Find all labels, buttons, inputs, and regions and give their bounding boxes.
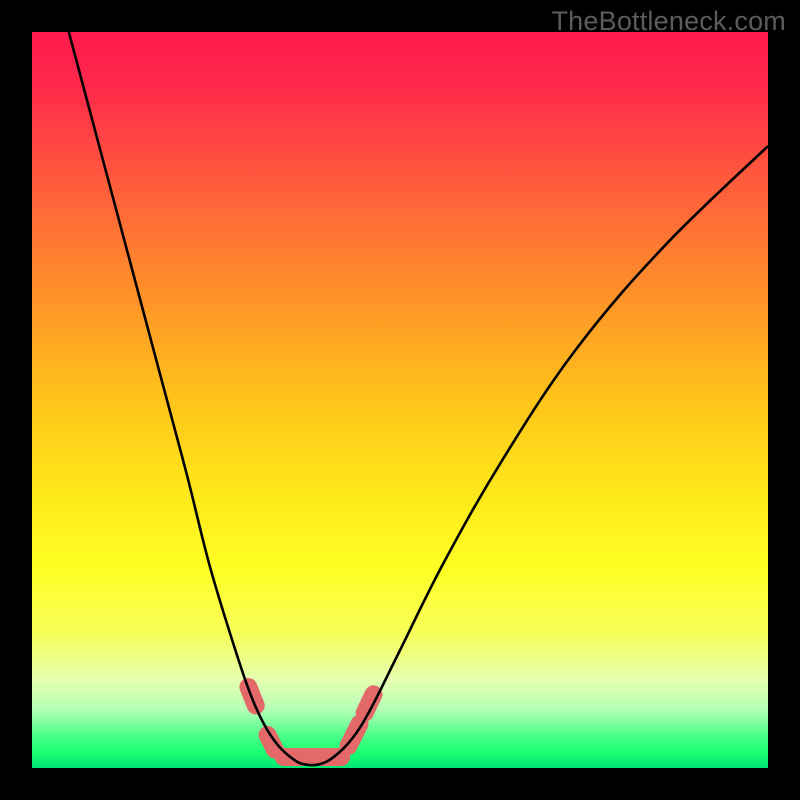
chart-stage: TheBottleneck.com — [0, 0, 800, 800]
plot-frame — [32, 32, 768, 768]
watermark-text: TheBottleneck.com — [551, 6, 786, 37]
plot-svg — [32, 32, 768, 768]
gradient-background — [32, 32, 768, 768]
